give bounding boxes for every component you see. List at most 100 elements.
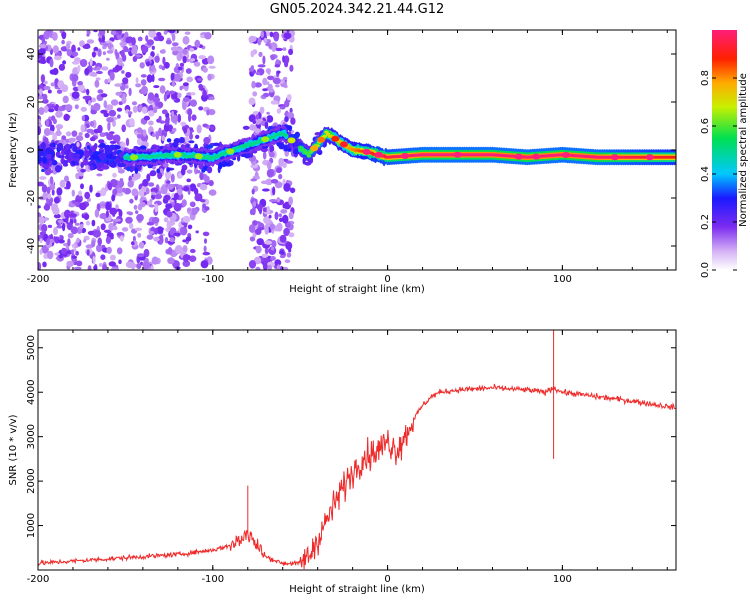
spectrogram-noise-speckle: [190, 58, 196, 62]
spectrogram-noise-speckle: [71, 189, 76, 197]
spectrogram-ridge-layer: [123, 124, 676, 167]
y-tick-label: 20: [26, 96, 37, 109]
spectrogram-noise-speckle: [190, 99, 197, 107]
spectrogram-noise-speckle: [116, 34, 122, 40]
spectrogram-noise-speckle: [218, 161, 223, 170]
spectrogram-noise-speckle: [186, 76, 193, 83]
spectrogram-noise-speckle: [206, 109, 210, 116]
spectrogram-noise-speckle: [66, 180, 71, 190]
spectrogram-noise-speckle: [86, 249, 90, 256]
spectrogram-noise-speckle: [264, 240, 272, 245]
spectrogram-noise-speckle: [145, 35, 149, 42]
spectrogram-noise-speckle: [203, 245, 207, 253]
spectrogram-noise-speckle: [76, 260, 83, 267]
spectrogram-noise-speckle: [93, 103, 101, 111]
spectrogram-ridge-mark: [165, 152, 170, 156]
spectrogram-noise-speckle: [256, 238, 264, 246]
spectrogram-noise-speckle: [89, 58, 93, 67]
spectrogram-noise-speckle: [276, 70, 281, 74]
spectrogram-noise-speckle: [279, 105, 286, 110]
spectrogram-noise-speckle: [273, 95, 281, 102]
spectrogram-noise-speckle: [95, 192, 101, 198]
spectrogram-noise-speckle: [287, 131, 292, 136]
spectrogram-noise-speckle: [187, 108, 193, 116]
spectrogram-noise-speckle: [39, 231, 45, 236]
spectrogram-noise-speckle: [161, 49, 166, 53]
spectrogram-noise-speckle: [106, 133, 114, 141]
spectrogram-noise-speckle: [89, 136, 96, 142]
spectrogram-noise-speckle: [46, 186, 51, 194]
spectrogram-noise-speckle: [182, 260, 191, 267]
spectrogram-ridge-mark: [242, 145, 247, 149]
spectrogram-noise-speckle: [266, 168, 274, 178]
spectrogram-noise-speckle: [82, 44, 91, 50]
x-tick-label: -200: [27, 574, 50, 585]
spectrogram-noise-speckle: [289, 107, 293, 114]
spectrogram-noise-speckle: [121, 96, 127, 104]
spectrogram-peak-spot: [194, 153, 203, 160]
spectrogram-noise-speckle: [158, 115, 162, 122]
spectrogram-noise-speckle: [200, 260, 209, 269]
spectrogram-noise-speckle: [136, 134, 142, 139]
spectrogram-noise-speckle: [194, 193, 202, 202]
spectrogram-noise-speckle: [210, 126, 215, 130]
spectrogram-noise-speckle: [84, 191, 91, 200]
spectrogram-noise-speckle: [122, 187, 126, 193]
spectrogram-ridge-mark: [271, 135, 277, 139]
spectrogram-noise-speckle: [137, 253, 145, 258]
spectrogram-noise-speckle: [172, 42, 179, 47]
spectrogram-ridge-mark: [305, 151, 310, 155]
spectrogram-noise-speckle: [186, 207, 192, 212]
spectrogram-noise-speckle: [278, 142, 285, 150]
spectrogram-noise-speckle: [38, 262, 42, 270]
spectrogram-noise-speckle: [53, 196, 60, 204]
spectrogram-noise-speckle: [202, 251, 211, 256]
spectrogram-noise-speckle: [148, 110, 155, 117]
spectrogram-noise-speckle: [260, 30, 265, 38]
spectrogram-noise-speckle: [166, 167, 171, 172]
spectrogram-noise-speckle: [177, 184, 183, 189]
spectrogram-noise-speckle: [153, 85, 160, 89]
spectrogram-noise-speckle: [45, 118, 50, 127]
spectrogram-noise-speckle: [256, 204, 263, 211]
spectrogram-noise-speckle: [180, 121, 187, 127]
spectrogram-noise-speckle: [109, 140, 117, 144]
spectrogram-noise-speckle: [137, 232, 142, 238]
spectrogram-noise-speckle: [202, 231, 210, 237]
spectrogram-noise-speckle: [167, 247, 173, 255]
spectrogram-noise-speckle: [135, 77, 139, 84]
spectrogram-noise-speckle: [148, 230, 155, 235]
spectrogram-noise-speckle: [112, 134, 121, 143]
spectrogram-noise-speckle: [103, 100, 108, 109]
spectrogram-noise-speckle: [49, 238, 55, 244]
spectrogram-noise-speckle: [59, 179, 66, 188]
spectrogram-noise-speckle: [179, 85, 183, 91]
spectrogram-noise-speckle: [137, 36, 143, 42]
spectrogram-noise-speckle: [65, 104, 73, 112]
spectrogram-noise-speckle: [110, 30, 117, 36]
spectrogram-x-label: Height of straight line (km): [289, 284, 425, 295]
spectrogram-noise-speckle: [74, 104, 79, 110]
spectrogram-noise-speckle: [198, 106, 204, 111]
spectrogram-noise-speckle: [55, 110, 63, 118]
spectrogram-noise-speckle: [118, 101, 123, 106]
spectrogram-noise-speckle: [248, 260, 257, 269]
spectrogram-ridge-mark: [298, 145, 303, 149]
spectrogram-noise-speckle: [75, 153, 81, 158]
y-tick-label: 40: [26, 48, 37, 61]
y-tick-label: 3000: [26, 424, 37, 449]
spectrogram-noise-speckle: [105, 236, 111, 245]
spectrogram-noise-speckle: [250, 65, 254, 70]
spectrogram-noise-speckle: [109, 72, 115, 80]
spectrogram-noise-speckle: [182, 35, 190, 45]
spectrogram-noise-speckle: [68, 137, 76, 143]
spectrogram-noise-speckle: [138, 188, 145, 197]
spectrogram-noise-speckle: [254, 228, 262, 235]
spectrogram-peak-spot: [310, 145, 319, 152]
spectrogram-noise-speckle: [75, 250, 79, 256]
spectrogram-noise-speckle: [65, 214, 69, 224]
spectrogram-noise-speckle: [71, 244, 76, 248]
spectrogram-noise-speckle: [95, 70, 103, 75]
spectrogram-noise-speckle: [263, 258, 270, 264]
spectrogram-noise-speckle: [77, 64, 81, 73]
